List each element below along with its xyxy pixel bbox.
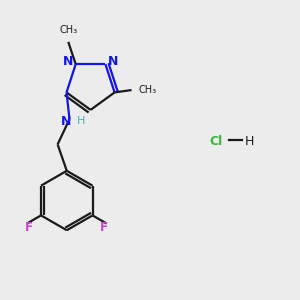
Text: Cl: Cl — [209, 135, 223, 148]
Text: H: H — [245, 135, 254, 148]
Text: H: H — [76, 116, 85, 126]
Text: F: F — [25, 220, 33, 234]
Text: F: F — [100, 220, 108, 234]
Text: CH₃: CH₃ — [138, 85, 157, 95]
Text: N: N — [60, 115, 71, 128]
Text: N: N — [63, 55, 74, 68]
Text: N: N — [108, 55, 118, 68]
Text: CH₃: CH₃ — [59, 25, 77, 35]
